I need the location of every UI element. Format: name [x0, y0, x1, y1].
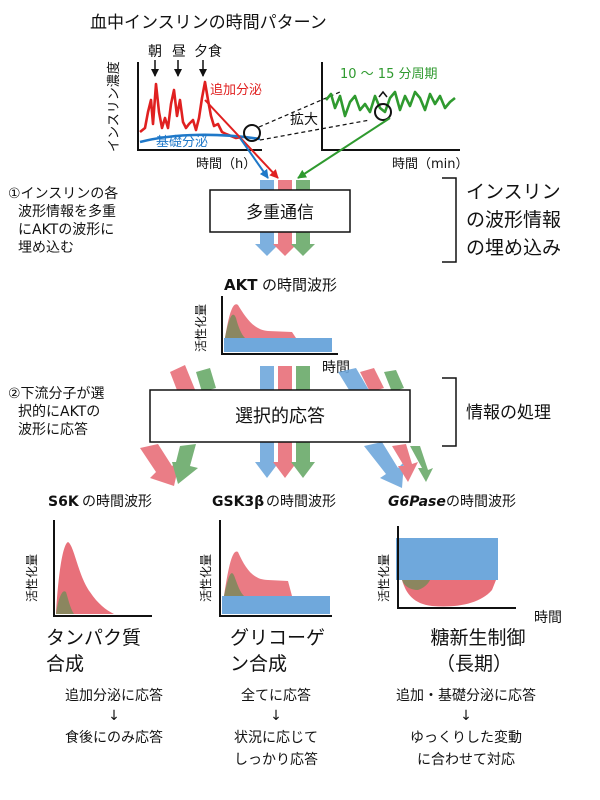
- gsk3b-result-line: ン合成: [230, 653, 287, 675]
- step2-note-line: ②下流分子が選: [8, 386, 105, 402]
- g6pase-xlabel: 時間: [534, 610, 562, 626]
- s6k-curve: [56, 542, 114, 614]
- gsk3b-title-bold: GSK3β: [212, 494, 264, 510]
- g6pase-axes: [397, 526, 516, 609]
- insulin-xlabel: 時間（h）: [196, 157, 256, 172]
- meal-breakfast: 朝: [148, 44, 162, 60]
- step1-side-line: の埋め込み: [466, 237, 561, 259]
- akt-title-bold: AKT: [224, 276, 258, 294]
- akt-ylabel: 活性化量: [194, 304, 208, 352]
- s6k-desc-line: ↓: [108, 708, 120, 724]
- zoom-circle-main: [243, 124, 261, 142]
- zoom-circle-arrow: [378, 90, 388, 98]
- s6k-axes: [53, 520, 152, 617]
- selective-box: [149, 389, 411, 443]
- zoom-pulse-trace: [325, 90, 456, 118]
- gsk3b-desc-line: ↓: [270, 708, 282, 724]
- step1-note-line: 波形情報を多重: [18, 203, 116, 220]
- step1-side-line: インスリン: [466, 181, 561, 203]
- s6k-desc-line: 追加分泌に応答: [65, 687, 163, 704]
- zoom-circle-detail: [374, 103, 392, 121]
- s6k-title-rest: の時間波形: [82, 494, 152, 510]
- akt-basal-area: [224, 338, 332, 352]
- gsk3b-desc-line: 状況に応じて: [234, 730, 318, 746]
- g6pase-result-line: （長期）: [436, 653, 512, 675]
- akt-title-rest: の時間波形: [262, 276, 337, 294]
- gsk3b-basal-area: [222, 596, 330, 614]
- g6pase-pulse-area: [402, 580, 430, 590]
- gsk3b-ylabel: 活性化量: [199, 554, 213, 602]
- s6k-pulse-area: [56, 591, 74, 614]
- meal-lunch: 昼: [172, 44, 186, 60]
- insulin-additional-trace: [139, 80, 243, 140]
- meal-dinner: 夕食: [194, 43, 222, 60]
- s6k-ylabel: 活性化量: [25, 554, 39, 602]
- g6pase-additional-area: [402, 580, 496, 607]
- akt-pulse-area: [225, 314, 245, 338]
- g6pase-desc-line: に合わせて対応: [417, 752, 515, 768]
- akt-axes: [221, 296, 338, 355]
- zoom-period: 10 〜 15 分周期: [340, 67, 437, 82]
- g6pase-desc-line: ↓: [460, 708, 472, 724]
- gsk3b-desc-line: しっかり応答: [234, 751, 318, 768]
- step2-note-line: 択的にAKTの: [18, 404, 100, 420]
- s6k-desc-line: 食後にのみ応答: [65, 729, 163, 746]
- gsk3b-result-line: グリコーゲ: [230, 627, 325, 649]
- step1-bracket: [442, 177, 457, 263]
- multiplex-stripes: [255, 180, 315, 256]
- label-basal: 基礎分泌: [156, 135, 208, 150]
- insulin-ylabel: インスリン濃度: [106, 61, 122, 152]
- step2-note-line: 波形に応答: [18, 421, 88, 438]
- g6pase-basal-area: [396, 538, 498, 580]
- gsk3b-additional-area: [224, 551, 292, 596]
- s6k-result-line: 合成: [46, 653, 84, 675]
- multiplex-box: [209, 189, 351, 233]
- gsk3b-axes: [219, 520, 332, 617]
- g6pase-ylabel: 活性化量: [377, 554, 391, 602]
- akt-additional-area: [225, 304, 296, 338]
- label-additional: 追加分泌: [210, 82, 262, 98]
- zoom-label: 拡大: [290, 112, 318, 128]
- meal-arrows: [151, 60, 207, 77]
- insulin-basal-trace: [139, 133, 261, 144]
- selective-stripes: [140, 365, 433, 488]
- g6pase-result-line: 糖新生制御: [430, 627, 525, 649]
- step1-note-line: ①インスリンの各: [8, 186, 118, 202]
- zoom-xlabel: 時間（min）: [392, 157, 469, 172]
- gsk3b-desc-line: 全てに応答: [241, 687, 311, 704]
- selective-label: 選択的応答: [235, 406, 325, 427]
- s6k-result-line: タンパク質: [46, 627, 141, 649]
- insulin-title: 血中インスリンの時間パターン: [90, 13, 327, 33]
- g6pase-desc-line: ゆっくりした変動: [410, 729, 522, 746]
- gsk3b-title-rest: の時間波形: [266, 494, 336, 510]
- g6pase-desc-line: 追加・基礎分泌に応答: [396, 687, 536, 704]
- step2-bracket: [442, 377, 457, 447]
- step2-side: 情報の処理: [466, 403, 551, 423]
- step1-note: ①インスリンの各 波形情報を多重 にAKTの波形に 埋め込む: [8, 186, 118, 256]
- step1-side-line: の波形情報: [466, 209, 561, 231]
- insulin-axes: [137, 62, 262, 151]
- gsk3b-pulse-area: [224, 573, 244, 596]
- input-arrows: [204, 99, 391, 179]
- g6pase-title-bold: G6Pase: [388, 494, 446, 510]
- s6k-title-bold: S6K: [48, 494, 80, 510]
- step1-note-line: 埋め込む: [18, 240, 74, 256]
- zoom-axes: [321, 62, 460, 151]
- step1-note-line: にAKTの波形に: [18, 222, 114, 238]
- g6pase-title-rest: の時間波形: [446, 494, 516, 510]
- step2-note: ②下流分子が選 択的にAKTの 波形に応答: [8, 386, 105, 438]
- multiplex-label: 多重通信: [246, 203, 314, 223]
